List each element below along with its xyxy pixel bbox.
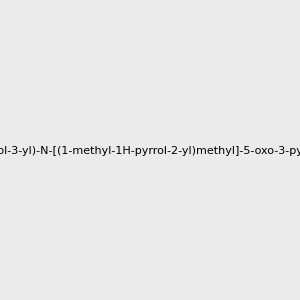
Text: 1-(4-fluoro-1H-indazol-3-yl)-N-[(1-methyl-1H-pyrrol-2-yl)methyl]-5-oxo-3-pyrroli: 1-(4-fluoro-1H-indazol-3-yl)-N-[(1-methy… (0, 146, 300, 157)
